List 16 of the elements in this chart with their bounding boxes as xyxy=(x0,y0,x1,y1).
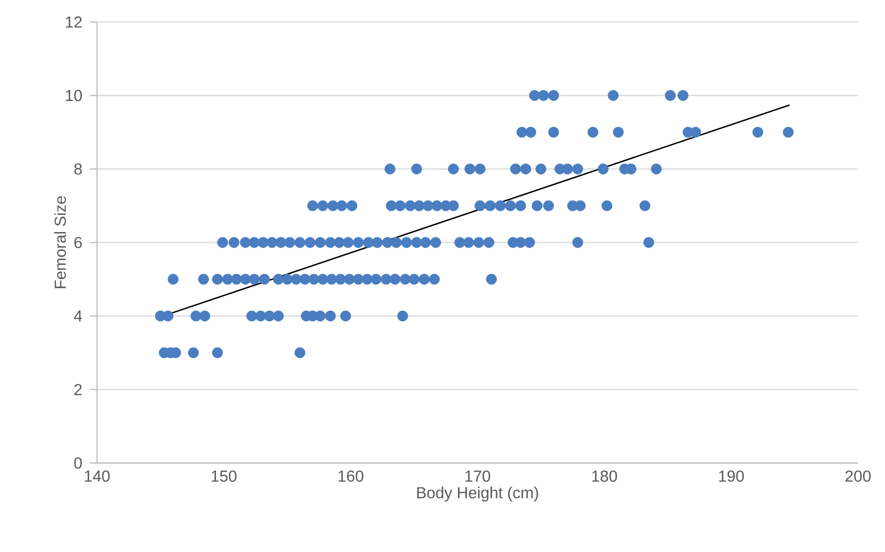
y-tick-label: 0 xyxy=(74,457,82,469)
y-tick-label: 8 xyxy=(74,163,82,175)
y-tick-label: 4 xyxy=(74,310,82,322)
y-tick-label: 10 xyxy=(66,90,82,102)
y-tick-label: 6 xyxy=(74,236,82,248)
x-tick-label: 160 xyxy=(338,470,364,482)
x-tick-label: 150 xyxy=(212,470,236,482)
x-tick-label: 140 xyxy=(84,470,110,482)
x-tick-label: 200 xyxy=(846,470,871,482)
y-tick-label: 2 xyxy=(74,384,82,396)
x-tick-label: 170 xyxy=(465,470,490,482)
x-axis-title: Body Height (cm) xyxy=(417,486,538,502)
x-tick-label: 180 xyxy=(592,470,617,482)
y-tick-label: 12 xyxy=(66,16,82,28)
x-tick-label: 190 xyxy=(719,470,744,482)
y-axis-title: Femoral Size xyxy=(54,196,66,288)
